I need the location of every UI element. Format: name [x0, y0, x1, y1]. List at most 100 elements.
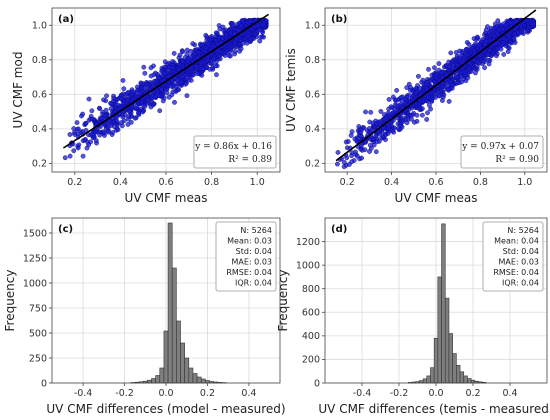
scatter-point: [386, 106, 392, 112]
scatter-point: [436, 61, 442, 66]
scatter-point: [370, 120, 376, 126]
stats-line: Std: 0.04: [236, 247, 272, 256]
scatter-point: [230, 22, 235, 28]
histogram-bar: [470, 379, 476, 384]
scatter-point: [166, 94, 172, 100]
x-axis-label: UV CMF differences (temis - measured): [318, 402, 550, 416]
scatter-point: [464, 52, 469, 57]
scatter-point: [152, 78, 157, 84]
scatter-point: [398, 95, 404, 100]
histogram-bar: [200, 378, 206, 384]
scatter-point: [353, 149, 358, 155]
scatter-point: [190, 41, 196, 47]
scatter-point: [345, 139, 351, 144]
scatter-point: [108, 123, 114, 128]
scatter-point: [220, 36, 225, 42]
x-tick-label: 0.6: [158, 177, 173, 188]
scatter-point: [176, 87, 182, 93]
scatter-point: [420, 77, 426, 83]
scatter-point: [100, 130, 106, 136]
x-tick-label: -0.2: [390, 388, 409, 399]
y-tick-label: 750: [29, 303, 47, 314]
scatter-point: [485, 52, 491, 57]
scatter-point: [449, 59, 455, 65]
chart-panel-1: y = 0.86x + 0.16 R² = 0.89 0.2 0.4 0.6 0.8 1.0…: [11, 7, 281, 205]
scatter-point: [184, 51, 190, 57]
scatter-point: [119, 123, 125, 129]
scatter-point: [134, 105, 140, 111]
scatter-point: [363, 109, 368, 115]
x-tick-label: 0.6: [428, 177, 443, 188]
x-tick-label: -0.2: [115, 388, 134, 399]
scatter-point: [408, 113, 414, 118]
scatter-point: [210, 66, 216, 72]
scatter-point: [121, 118, 127, 124]
scatter-point: [209, 60, 215, 66]
histogram-bar: [437, 276, 442, 384]
scatter-point: [381, 116, 387, 122]
scatter-point: [335, 161, 340, 167]
scatter-point: [386, 97, 392, 102]
x-tick-label: 0.2: [67, 177, 82, 188]
y-tick-label: 1200: [296, 237, 320, 248]
scatter-point: [349, 159, 355, 165]
y-axis-label: UV CMF temis: [284, 48, 298, 132]
stats-line: RMSE: 0.04: [493, 268, 539, 277]
histogram-bar: [188, 367, 194, 384]
scatter-point: [121, 86, 127, 92]
scatter-point: [420, 112, 425, 118]
scatter-point: [80, 153, 86, 159]
scatter-point: [454, 74, 460, 80]
scatter-point: [425, 110, 430, 116]
scatter-point: [136, 110, 141, 116]
scatter-point: [446, 99, 452, 104]
histogram-bar: [147, 379, 152, 384]
histogram-bar: [459, 371, 465, 384]
scatter-point: [185, 56, 191, 62]
scatter-point: [89, 108, 95, 114]
y-tick-label: 1000: [23, 278, 47, 289]
scatter-point: [86, 142, 91, 148]
scatter-point: [433, 95, 438, 100]
fit-equation: y = 0.97x + 0.07: [461, 142, 539, 152]
scatter-point: [124, 98, 130, 104]
x-tick-label: -0.4: [353, 388, 372, 399]
scatter-point: [367, 142, 373, 148]
scatter-point: [161, 71, 167, 76]
scatter-point: [447, 63, 453, 69]
scatter-point: [184, 80, 189, 86]
x-tick-label: 0.2: [465, 388, 480, 399]
scatter-point: [358, 130, 364, 135]
scatter-point: [403, 116, 409, 122]
panel-label: (a): [58, 14, 74, 25]
scatter-point: [468, 69, 474, 74]
histogram-bar: [448, 333, 453, 384]
scatter-point: [373, 149, 379, 155]
histogram-bar: [422, 378, 428, 384]
scatter-point: [525, 25, 531, 30]
scatter-point: [96, 129, 102, 135]
x-tick-label: 0.8: [473, 177, 488, 188]
stats-line: N: 5264: [240, 226, 272, 235]
scatter-point: [439, 98, 445, 103]
scatter-point: [94, 140, 99, 146]
scatter-point: [67, 153, 73, 159]
histogram-bar: [456, 365, 461, 384]
panel-label: (d): [331, 224, 347, 235]
scatter-point: [141, 64, 147, 70]
panel-label: (b): [331, 14, 347, 25]
scatter-point: [419, 106, 425, 112]
scatter-point: [213, 30, 219, 36]
scatter-point: [369, 135, 375, 141]
y-tick-label: 200: [302, 355, 320, 366]
scatter-point: [507, 20, 513, 26]
stats-line: N: 5264: [507, 226, 539, 235]
scatter-point: [103, 126, 109, 132]
scatter-point: [247, 18, 253, 24]
histogram-bar: [426, 375, 431, 384]
scatter-point: [140, 109, 146, 115]
scatter-point: [145, 100, 151, 106]
scatter-point: [194, 71, 200, 77]
scatter-point: [368, 109, 374, 115]
